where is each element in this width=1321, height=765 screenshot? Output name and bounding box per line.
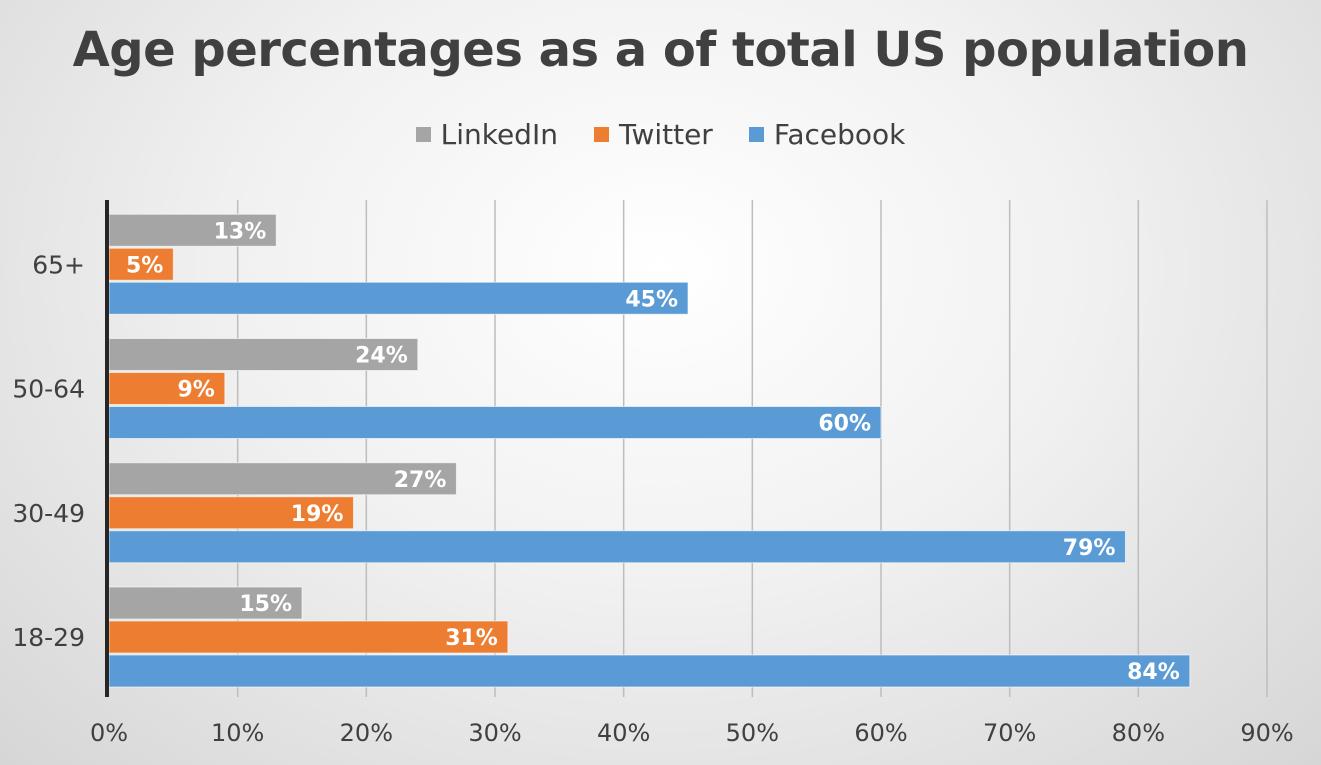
bar-facebook-18-29 xyxy=(108,654,1191,688)
legend-swatch xyxy=(748,127,764,142)
x-tick-label: 80% xyxy=(1112,719,1165,747)
legend-label: LinkedIn xyxy=(440,118,558,151)
bar-facebook-65+ xyxy=(108,281,689,315)
x-tick-label: 70% xyxy=(983,719,1036,747)
legend-item-twitter: Twitter xyxy=(593,118,713,151)
data-label: 13% xyxy=(214,219,267,244)
data-label: 27% xyxy=(394,468,447,493)
data-label: 15% xyxy=(239,592,292,617)
data-label: 5% xyxy=(126,253,163,278)
legend-label: Twitter xyxy=(618,118,713,151)
bar-linkedin-50-64 xyxy=(108,338,419,371)
legend-swatch xyxy=(415,127,431,142)
bar-twitter-50-64 xyxy=(108,372,226,405)
data-label: 79% xyxy=(1063,536,1116,561)
data-label: 24% xyxy=(355,344,408,369)
bar-facebook-30-49 xyxy=(108,530,1126,564)
x-tick-label: 20% xyxy=(340,719,393,747)
legend-item-linkedin: LinkedIn xyxy=(415,118,558,151)
category-label: 65+ xyxy=(32,250,85,279)
bar-linkedin-65+ xyxy=(108,213,277,247)
bar-twitter-30-49 xyxy=(108,496,354,530)
x-tick-label: 30% xyxy=(468,719,521,747)
category-label: 30-49 xyxy=(12,499,85,528)
category-label: 18-29 xyxy=(12,623,85,652)
data-label: 60% xyxy=(818,412,871,437)
legend: LinkedIn Twitter Facebook xyxy=(0,118,1321,151)
chart-title: Age percentages as a of total US populat… xyxy=(72,22,1249,78)
data-label: 31% xyxy=(445,626,498,651)
x-tick-label: 90% xyxy=(1240,719,1293,747)
x-tick-label: 40% xyxy=(597,719,650,747)
x-tick-label: 60% xyxy=(854,719,907,747)
data-label: 19% xyxy=(291,502,344,527)
data-label: 9% xyxy=(177,378,214,403)
legend-swatch xyxy=(593,127,609,142)
bar-linkedin-18-29 xyxy=(108,586,303,620)
x-tick-label: 50% xyxy=(726,719,779,747)
x-tick-label: 10% xyxy=(211,719,264,747)
data-label: 84% xyxy=(1127,660,1180,685)
category-label: 50-64 xyxy=(12,375,85,404)
legend-label: Facebook xyxy=(773,118,906,151)
legend-item-facebook: Facebook xyxy=(748,118,906,151)
data-label: 45% xyxy=(625,287,678,312)
x-tick-label: 0% xyxy=(90,719,128,747)
bar-facebook-50-64 xyxy=(108,406,882,439)
bar-twitter-65+ xyxy=(108,247,174,281)
